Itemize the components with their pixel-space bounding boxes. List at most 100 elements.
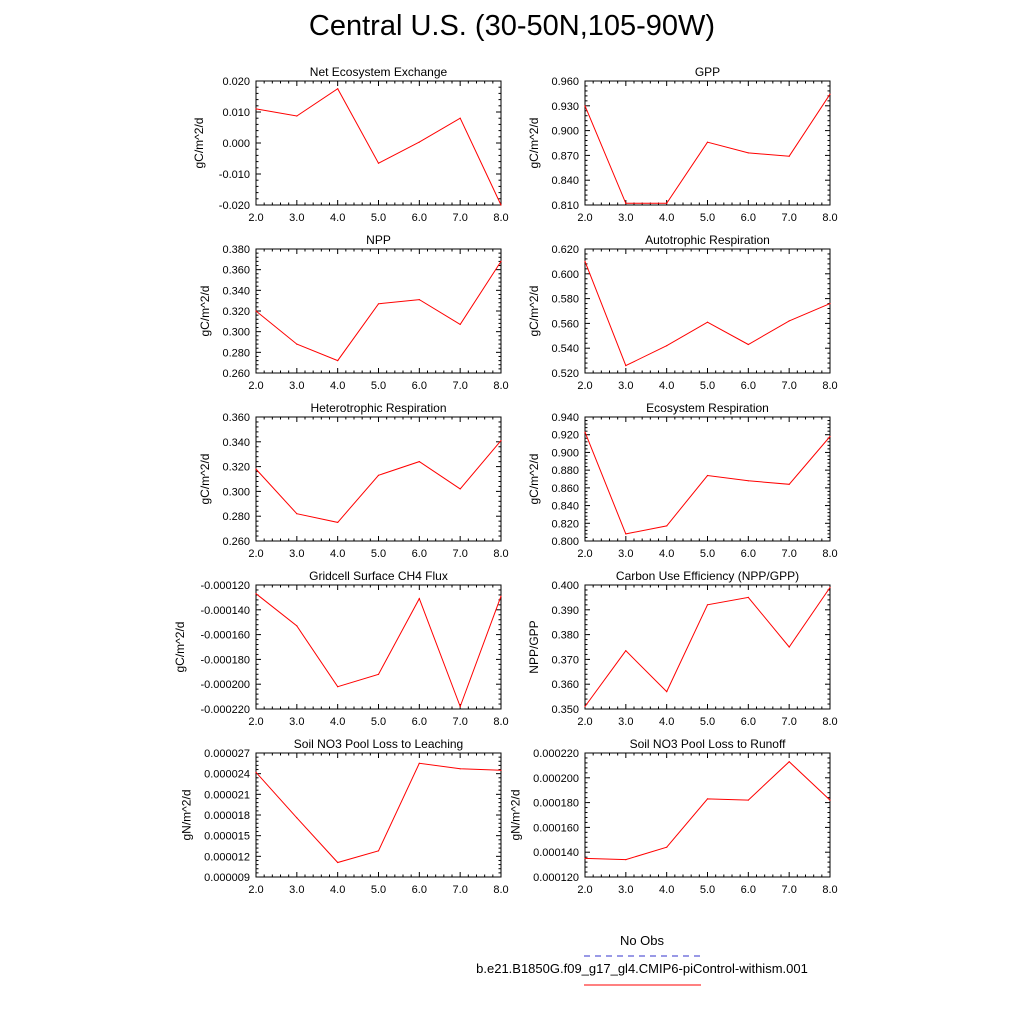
data-point xyxy=(584,857,586,860)
x-tick-label: 7.0 xyxy=(453,212,468,224)
x-tick-label: 7.0 xyxy=(782,212,797,224)
y-tick-label: -0.000220 xyxy=(200,704,250,716)
x-tick-label: 7.0 xyxy=(782,380,797,392)
series-line xyxy=(584,431,831,535)
panel-6: 2.0 3.0 4.0 5.0 6.0 7.0 8.0 -0.000220 -0.000200 -… xyxy=(173,569,508,728)
data-point xyxy=(255,771,257,773)
y-tick-label: 0.620 xyxy=(551,244,579,256)
y-tick-label: 0.000200 xyxy=(533,773,579,785)
x-tick-label: 2.0 xyxy=(577,380,592,392)
data-point xyxy=(500,260,502,262)
data-point xyxy=(625,202,627,204)
panel-0: 2.0 3.0 4.0 5.0 6.0 7.0 8.0 -0.020 -0.010 0.000 0.… xyxy=(192,65,509,224)
x-tick-label: 6.0 xyxy=(741,212,756,224)
y-axis-label: gC/m^2/d xyxy=(527,454,541,505)
data-point xyxy=(706,798,709,800)
x-tick-label: 3.0 xyxy=(618,548,633,560)
data-point xyxy=(337,861,339,864)
y-axis-label: gN/m^2/d xyxy=(508,790,522,841)
data-point xyxy=(418,141,420,143)
data-point xyxy=(418,762,420,764)
panel-8: 2.0 3.0 4.0 5.0 6.0 7.0 8.0 0.000009 0.000012 0.0… xyxy=(179,737,508,896)
data-point xyxy=(788,761,790,763)
x-tick-label: 3.0 xyxy=(289,884,304,896)
y-tick-label: 0.000120 xyxy=(533,872,579,884)
y-axis-label: gC/m^2/d xyxy=(527,118,541,169)
y-tick-label: 0.800 xyxy=(551,536,579,548)
y-tick-label: 0.000180 xyxy=(533,798,579,810)
plot-frame xyxy=(255,584,502,710)
data-point xyxy=(829,799,831,801)
x-tick-label: 5.0 xyxy=(700,716,715,728)
x-tick-label: 5.0 xyxy=(700,884,715,896)
data-point xyxy=(255,108,257,110)
data-point xyxy=(747,480,749,482)
x-tick-label: 3.0 xyxy=(289,548,304,560)
x-tick-label: 7.0 xyxy=(782,548,797,560)
y-tick-label: 0.340 xyxy=(222,437,250,449)
data-point xyxy=(788,320,790,322)
panel-title: Soil NO3 Pool Loss to Runoff xyxy=(630,737,787,751)
series-line xyxy=(584,261,831,367)
data-point xyxy=(829,435,831,438)
x-tick-label: 4.0 xyxy=(330,212,345,224)
panel-title: Heterotrophic Respiration xyxy=(310,401,446,415)
panel-title: Ecosystem Respiration xyxy=(646,401,769,415)
data-point xyxy=(584,431,586,433)
data-point xyxy=(377,673,380,675)
y-tick-label: 0.860 xyxy=(551,483,579,495)
y-tick-label: 0.000015 xyxy=(204,831,250,843)
x-tick-label: 4.0 xyxy=(659,716,674,728)
y-tick-label: 0.300 xyxy=(222,486,250,498)
y-tick-label: 0.360 xyxy=(222,265,250,277)
x-tick-label: 8.0 xyxy=(493,380,508,392)
legend-label-model: b.e21.B1850G.f09_g17_gl4.CMIP6-piControl… xyxy=(476,961,808,976)
series-line xyxy=(584,93,831,204)
x-tick-label: 3.0 xyxy=(289,716,304,728)
x-tick-label: 5.0 xyxy=(700,212,715,224)
y-tick-label: 0.300 xyxy=(222,327,250,339)
x-tick-label: 7.0 xyxy=(782,884,797,896)
data-point xyxy=(625,859,627,861)
data-point xyxy=(706,604,709,606)
plot-frame xyxy=(255,416,502,542)
y-tick-label: 0.280 xyxy=(222,347,250,359)
y-tick-label: 0.380 xyxy=(222,244,250,256)
y-tick-label: 0.600 xyxy=(551,269,579,281)
data-point xyxy=(747,799,749,801)
y-tick-label: -0.000140 xyxy=(200,605,250,617)
y-axis-label: NPP/GPP xyxy=(527,620,541,673)
y-axis-label: gC/m^2/d xyxy=(527,286,541,337)
x-tick-label: 5.0 xyxy=(371,548,386,560)
data-point xyxy=(296,343,298,345)
x-tick-label: 8.0 xyxy=(822,884,837,896)
y-tick-label: 0.280 xyxy=(222,511,250,523)
x-tick-label: 6.0 xyxy=(412,716,427,728)
data-point xyxy=(747,152,749,154)
data-point xyxy=(788,155,790,157)
panel-title: Soil NO3 Pool Loss to Leaching xyxy=(294,737,463,751)
x-tick-label: 5.0 xyxy=(371,380,386,392)
y-tick-label: 0.930 xyxy=(551,101,579,113)
data-point xyxy=(459,323,461,325)
plot-frame xyxy=(255,80,502,206)
legend: No Obs b.e21.B1850G.f09_g17_gl4.CMIP6-piC… xyxy=(476,933,808,986)
y-axis-label: gC/m^2/d xyxy=(198,286,212,337)
x-tick-label: 7.0 xyxy=(453,380,468,392)
panel-title: NPP xyxy=(366,233,391,247)
x-tick-label: 8.0 xyxy=(493,716,508,728)
x-tick-label: 2.0 xyxy=(248,884,263,896)
panel-3: 2.0 3.0 4.0 5.0 6.0 7.0 8.0 0.520 0.540 0.560 0.58… xyxy=(527,233,838,392)
panel-2: 2.0 3.0 4.0 5.0 6.0 7.0 8.0 0.260 0.280 0.300 0.32… xyxy=(198,233,509,392)
data-point xyxy=(500,440,502,442)
x-tick-label: 3.0 xyxy=(618,884,633,896)
data-point xyxy=(500,204,502,206)
panel-7: 2.0 3.0 4.0 5.0 6.0 7.0 8.0 0.350 0.360 0.370 0.38… xyxy=(527,569,838,728)
data-point xyxy=(296,817,298,819)
y-tick-label: 0.370 xyxy=(551,654,579,666)
y-tick-label: 0.900 xyxy=(551,126,579,138)
x-tick-label: 6.0 xyxy=(741,380,756,392)
legend-label-obs: No Obs xyxy=(620,933,665,948)
data-point xyxy=(255,310,257,312)
data-point xyxy=(418,598,420,600)
